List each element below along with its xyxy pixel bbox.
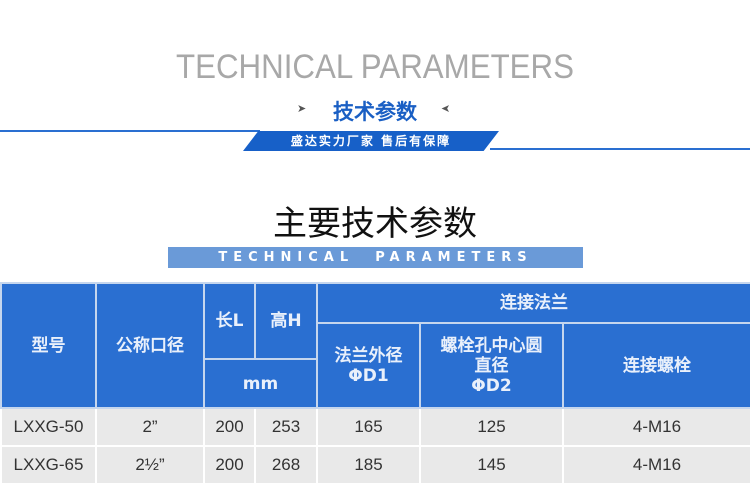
header-d2-label: 螺栓孔中心圆 (440, 335, 543, 356)
header-length: 长L (203, 282, 256, 360)
cell-d1: 185 (316, 445, 421, 485)
header-unit: mm (203, 358, 318, 409)
header-flange: 连接法兰 (315, 282, 750, 324)
cell-d2: 145 (419, 445, 564, 485)
cell-nominal: 2” (95, 407, 205, 447)
cell-model: LXXG-65 (0, 445, 97, 485)
section-banner: TECHNICAL PARAMETERS (168, 247, 583, 268)
cell-nominal: 2½” (95, 445, 205, 485)
header-d2-label2: 直径 (474, 355, 509, 376)
divider-line (490, 148, 750, 150)
parameters-table: 型号 公称口径 长L 高H 连接法兰 法兰外径 ΦD1 螺栓孔中心圆 直径 ΦD2 连… (0, 282, 750, 485)
header-d1-label: 法兰外径 (334, 345, 403, 366)
cell-d1: 165 (316, 407, 421, 447)
header-d1-symbol: ΦD1 (348, 365, 389, 386)
cell-bolts: 4-M16 (561, 407, 750, 447)
divider-line (0, 130, 260, 132)
english-title: TECHNICAL PARAMETERS (175, 48, 575, 86)
section-title: 主要技术参数 (273, 204, 477, 244)
header-d2-symbol: ΦD2 (471, 375, 512, 396)
chinese-subtitle: 技术参数 (333, 100, 417, 124)
cell-height: 268 (254, 445, 318, 485)
header-height: 高H (254, 282, 318, 360)
slogan-banner: 盛达实力厂家 售后有保障 (243, 131, 499, 151)
cell-height: 253 (254, 407, 318, 447)
cell-length: 200 (203, 445, 256, 485)
header-d1: 法兰外径 ΦD1 (316, 322, 421, 409)
table-row: LXXG-50 2” 200 253 165 125 4-M16 (0, 407, 750, 447)
header-d2: 螺栓孔中心圆 直径 ΦD2 (419, 322, 564, 409)
table-row: LXXG-65 2½” 200 268 185 145 4-M16 (0, 445, 750, 485)
header-bolts: 连接螺栓 (561, 322, 750, 409)
cell-model: LXXG-50 (0, 407, 97, 447)
cell-d2: 125 (419, 407, 564, 447)
header-nominal: 公称口径 (95, 282, 205, 409)
arrow-right-icon: ➤ (297, 102, 307, 115)
header-model: 型号 (0, 282, 97, 409)
cell-length: 200 (203, 407, 256, 447)
cell-bolts: 4-M16 (561, 445, 750, 485)
arrow-left-icon: ➤ (441, 102, 451, 115)
